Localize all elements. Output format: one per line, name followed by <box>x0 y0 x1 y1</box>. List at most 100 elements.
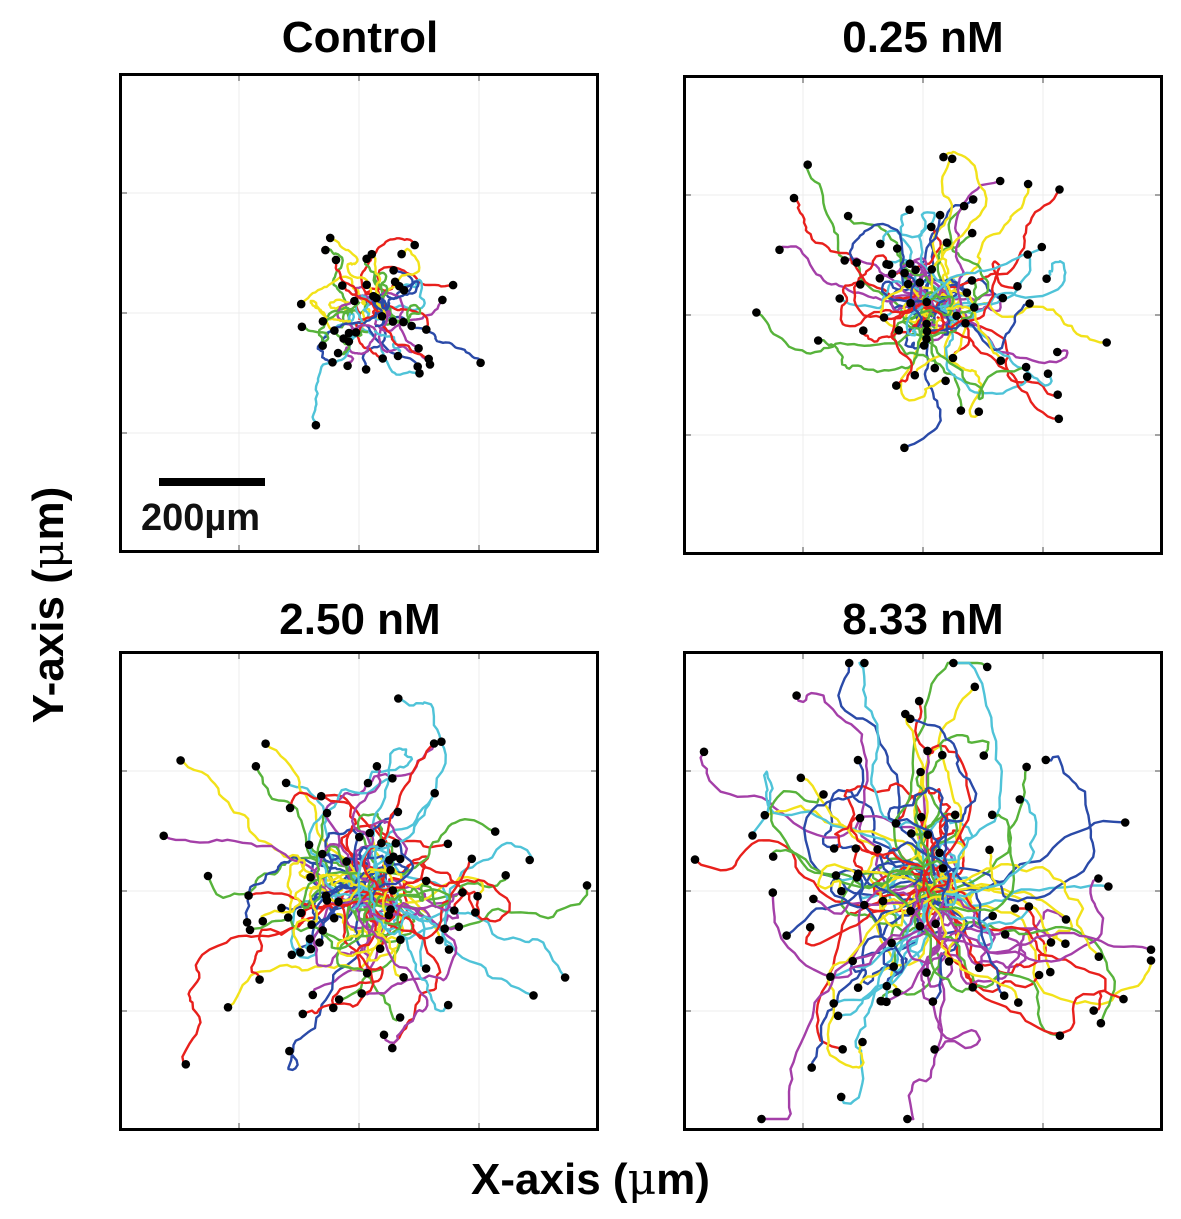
track-endpoint <box>927 265 937 274</box>
track-endpoint <box>962 288 972 297</box>
track-line <box>926 888 1116 1024</box>
track-endpoint <box>560 973 570 982</box>
track-endpoint <box>1037 242 1047 252</box>
track-line <box>929 879 1074 973</box>
track-line <box>936 315 1059 420</box>
track-line <box>949 862 1100 958</box>
track-endpoint <box>915 278 925 287</box>
plot-panel-0-25nm <box>683 75 1163 555</box>
track-endpoint <box>379 1030 389 1040</box>
track-endpoint <box>900 268 909 278</box>
track-endpoint <box>328 358 337 367</box>
track-endpoint <box>813 336 823 345</box>
track-endpoint <box>907 829 916 838</box>
track-endpoint <box>329 1003 338 1013</box>
track-endpoint <box>582 881 592 890</box>
track-endpoint <box>377 312 387 321</box>
track-line <box>837 661 944 874</box>
track-endpoint <box>837 886 846 896</box>
track-line <box>350 765 382 892</box>
trajectory-plot: 200µm <box>119 73 599 553</box>
track-endpoint <box>1021 362 1031 372</box>
track-line <box>840 910 915 1105</box>
track-endpoint <box>378 354 388 363</box>
track-endpoint <box>176 756 185 765</box>
track-endpoint <box>982 662 992 672</box>
track-endpoint <box>203 871 213 881</box>
track-endpoint <box>939 152 948 162</box>
track-line <box>364 891 463 920</box>
track-endpoint <box>950 810 960 820</box>
track-endpoint <box>375 944 385 953</box>
tracks <box>300 236 482 426</box>
track-endpoint <box>388 1043 397 1053</box>
track-endpoint <box>357 989 366 998</box>
track-line <box>793 197 953 304</box>
track-line <box>382 325 430 361</box>
track-endpoint <box>889 962 898 971</box>
track-endpoint <box>768 852 778 861</box>
track-endpoint <box>1024 902 1034 911</box>
track-endpoint <box>1042 274 1051 283</box>
track-line <box>310 871 366 926</box>
track-endpoint <box>393 807 403 817</box>
track-line <box>288 791 386 888</box>
track-line <box>371 253 389 323</box>
track-endpoint <box>1104 882 1113 891</box>
track-endpoint <box>283 913 293 922</box>
track-endpoint <box>277 903 286 913</box>
track-line <box>351 867 427 890</box>
track-endpoint <box>961 319 970 328</box>
track-endpoint <box>760 810 770 820</box>
track-endpoint <box>390 277 400 287</box>
track-endpoint <box>988 911 997 921</box>
y-axis-label: Y-axis (μm) <box>23 486 74 724</box>
track-endpoint <box>261 739 270 748</box>
track-endpoint <box>318 317 328 326</box>
track-endpoint <box>942 238 952 247</box>
track-endpoint <box>906 906 915 916</box>
track-line <box>341 284 386 316</box>
track-endpoint <box>876 239 885 249</box>
track-line <box>880 262 951 336</box>
track-endpoint <box>285 803 295 813</box>
track-endpoint <box>421 964 431 973</box>
track-endpoint <box>435 935 444 945</box>
track-endpoint <box>318 341 327 351</box>
track-line <box>371 842 415 902</box>
track-endpoint <box>922 968 931 977</box>
track-endpoint <box>987 810 997 820</box>
track-line <box>385 303 422 327</box>
track-endpoint <box>305 934 315 944</box>
track-endpoint <box>833 1011 843 1021</box>
track-line <box>871 857 927 944</box>
track-endpoint <box>1061 939 1070 948</box>
track-endpoint <box>853 983 863 992</box>
track-endpoint <box>829 999 838 1008</box>
track-endpoint <box>372 762 382 771</box>
track-endpoint <box>905 259 915 268</box>
track-line <box>913 700 973 877</box>
track-line <box>355 897 429 1045</box>
track-endpoint <box>923 746 932 756</box>
track-endpoint <box>363 778 373 788</box>
track-endpoint <box>894 326 904 335</box>
track-line <box>694 839 948 916</box>
track-line <box>351 792 436 911</box>
track-line <box>848 222 923 328</box>
plot-frame <box>683 75 1163 555</box>
panel-title-control: Control <box>281 13 439 62</box>
track-endpoint <box>440 924 450 933</box>
track-line <box>920 905 982 1052</box>
track-endpoint <box>421 876 431 886</box>
track-endpoint <box>351 328 361 337</box>
track-endpoint <box>467 854 477 864</box>
track-endpoint <box>1023 250 1032 259</box>
track-endpoint <box>878 896 888 906</box>
track-endpoint <box>181 1060 191 1069</box>
track-endpoint <box>938 864 948 873</box>
scale-bar-label: 200µm <box>141 497 260 539</box>
track-endpoint <box>316 791 326 801</box>
track-endpoint <box>389 852 398 861</box>
track-endpoint <box>906 714 915 724</box>
